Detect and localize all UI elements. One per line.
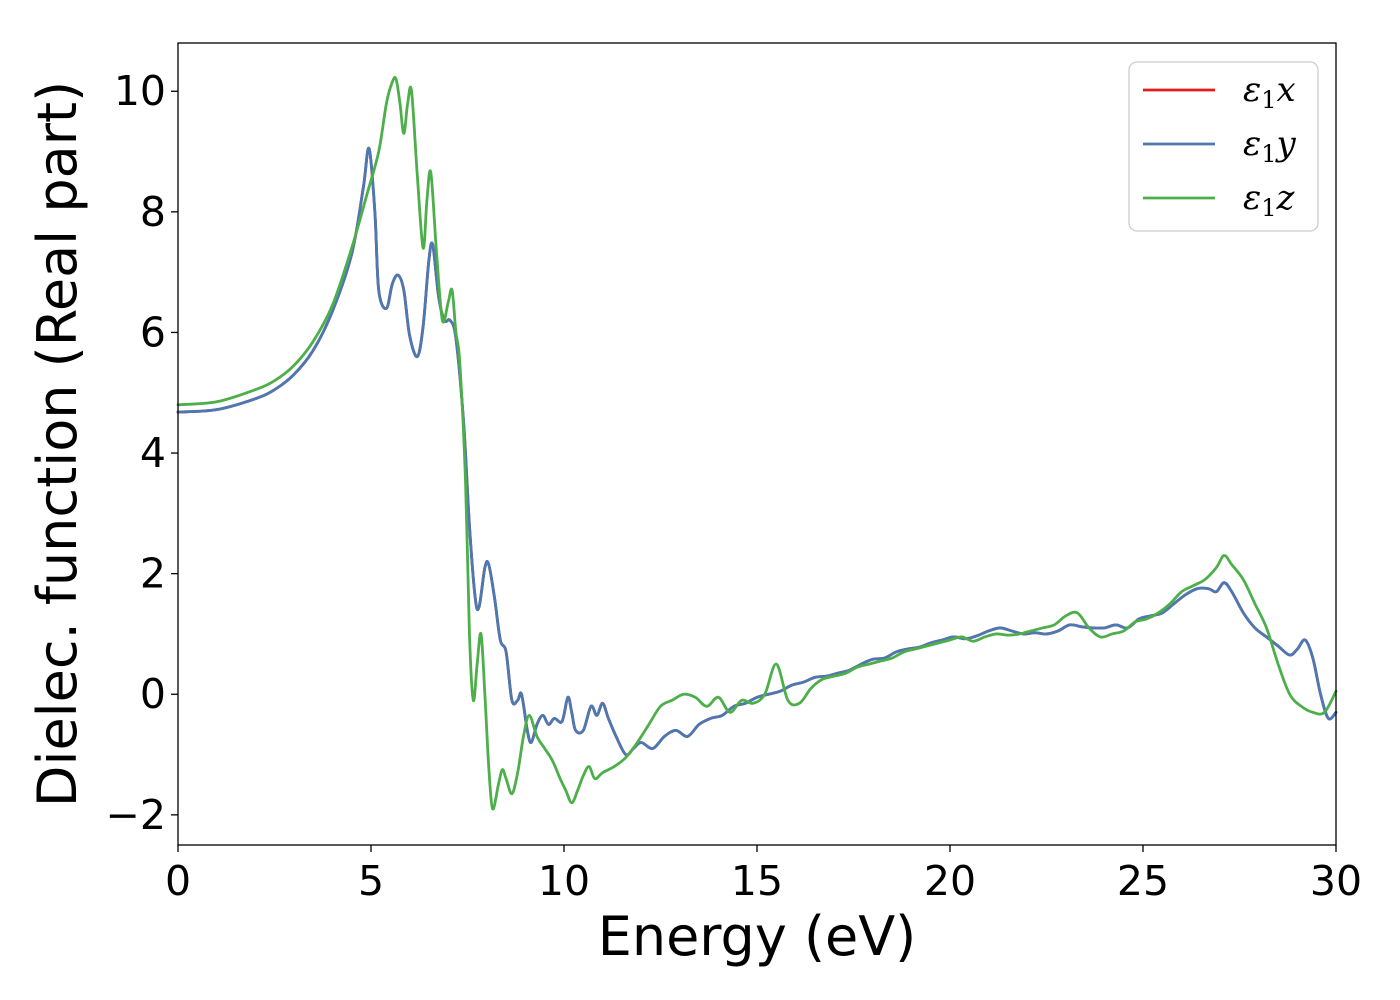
- x-axis-label: Energy (eV): [598, 905, 917, 968]
- y-tick-label: 4: [140, 429, 166, 477]
- y-axis-label: Dielec. function (Real part): [26, 81, 89, 807]
- x-tick-label: 5: [358, 857, 384, 905]
- x-tick-label: 20: [924, 857, 976, 905]
- x-tick-label: 10: [538, 857, 590, 905]
- legend-label-z: ε1z: [1243, 178, 1296, 222]
- series-line-z: [176, 76, 1338, 811]
- x-tick-label: 0: [165, 857, 191, 905]
- legend-label-y: ε1y: [1243, 124, 1297, 168]
- y-tick-label: 2: [140, 550, 166, 598]
- x-tick-label: 25: [1117, 857, 1169, 905]
- series-line-y: [176, 146, 1338, 757]
- x-tick-label: 30: [1310, 857, 1362, 905]
- legend-label-x: ε1x: [1243, 70, 1296, 114]
- y-tick-label: −2: [106, 791, 166, 839]
- y-tick-label: 8: [140, 188, 166, 236]
- legend-box: [1128, 61, 1319, 232]
- x-tick-label: 15: [731, 857, 783, 905]
- plot-lines: [176, 76, 1338, 811]
- y-axis: −2 0 2 4 6 8 10: [106, 67, 178, 839]
- legend: ε1x ε1y ε1z: [1128, 61, 1319, 232]
- y-tick-label: 10: [114, 67, 166, 115]
- x-axis: 0 5 10 15 20 25 30: [165, 845, 1362, 905]
- y-tick-label: 0: [140, 670, 166, 718]
- y-tick-label: 6: [140, 308, 166, 356]
